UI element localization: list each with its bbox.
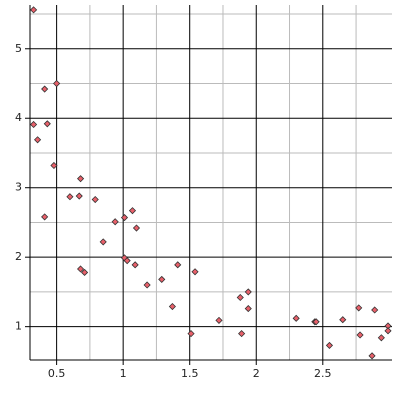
point: [128, 207, 137, 215]
point: [50, 161, 58, 170]
plot-area: [30, 5, 392, 360]
point: [77, 265, 85, 273]
point: [292, 314, 300, 322]
point: [30, 6, 38, 14]
point: [30, 120, 38, 129]
point: [77, 175, 85, 183]
point: [66, 193, 74, 201]
point: [384, 327, 392, 335]
point: [356, 331, 364, 339]
point: [168, 302, 176, 311]
y-tick-label: 3: [15, 181, 22, 194]
point: [43, 120, 51, 128]
point: [53, 79, 61, 88]
point: [377, 334, 385, 342]
point: [111, 218, 119, 226]
point: [325, 341, 334, 349]
y-tick-label: 2: [15, 250, 22, 263]
point: [99, 238, 107, 246]
y-tick-label: 1: [15, 320, 22, 333]
point: [120, 214, 129, 222]
x-tick-label: 1: [120, 367, 127, 380]
point: [41, 85, 49, 93]
point: [215, 316, 223, 324]
point: [191, 268, 199, 276]
point: [143, 281, 151, 289]
point: [34, 136, 42, 144]
point: [371, 306, 379, 314]
point: [158, 275, 166, 283]
y-tick-label: 4: [15, 111, 22, 124]
x-tick-label: 0.5: [48, 367, 66, 380]
y-tick-label: 5: [15, 42, 22, 55]
x-tick-label: 2.5: [314, 367, 332, 380]
point: [131, 261, 139, 269]
point: [81, 268, 89, 277]
point: [236, 293, 244, 302]
point: [132, 224, 141, 232]
point: [91, 195, 99, 204]
x-tick-label: 1.5: [181, 367, 199, 380]
point: [123, 257, 131, 265]
point: [238, 330, 246, 338]
point: [339, 316, 347, 324]
point: [187, 330, 195, 338]
point: [244, 305, 252, 313]
point: [368, 352, 376, 360]
point: [75, 192, 83, 200]
point: [174, 261, 182, 269]
point: [41, 213, 49, 221]
point: [244, 288, 252, 296]
point: [312, 318, 320, 326]
point: [355, 304, 363, 312]
x-tick-label: 2: [253, 367, 260, 380]
